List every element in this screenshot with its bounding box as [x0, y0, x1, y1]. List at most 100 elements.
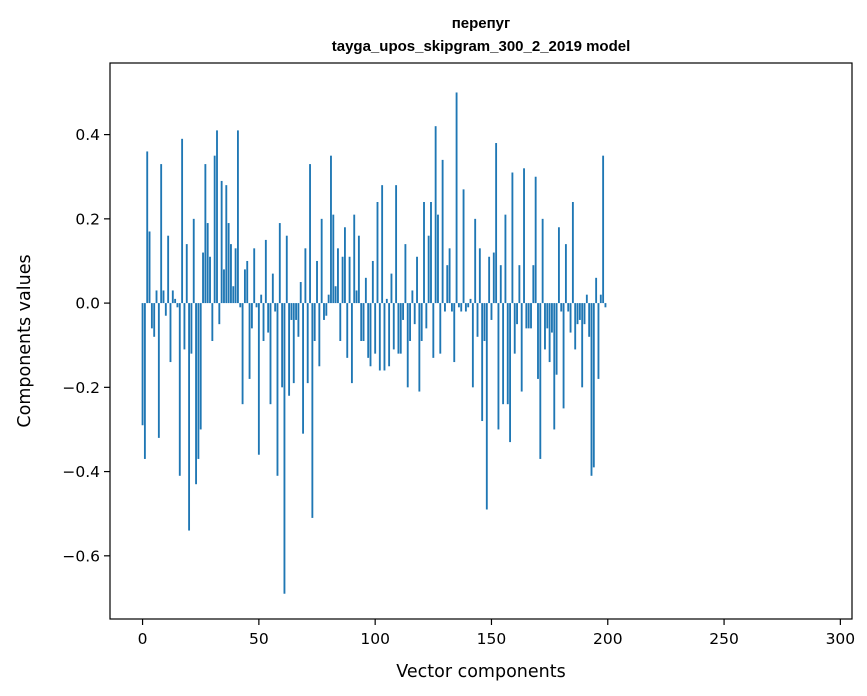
bar: [425, 303, 428, 329]
bar: [325, 303, 328, 316]
bar: [404, 244, 407, 304]
bar: [339, 303, 342, 341]
bar: [344, 227, 346, 304]
bar: [276, 303, 279, 476]
plot-frame: [109, 62, 853, 620]
bar: [211, 303, 214, 341]
bar: [260, 294, 263, 304]
bar: [199, 303, 202, 430]
bar: [553, 303, 556, 430]
bar: [185, 244, 188, 304]
bar: [155, 290, 158, 304]
bar: [390, 273, 393, 304]
bar: [218, 303, 221, 325]
bar: [346, 303, 349, 358]
bar: [288, 303, 291, 396]
bar: [395, 185, 398, 304]
bar: [411, 290, 414, 304]
bar: [174, 298, 177, 304]
bar: [206, 223, 209, 304]
x-tick-label: 250: [709, 630, 739, 648]
bar: [306, 303, 309, 384]
bar: [253, 248, 256, 304]
bar: [423, 202, 425, 304]
bar: [334, 286, 337, 304]
bar: [597, 303, 600, 379]
bar: [560, 303, 563, 312]
bar: [374, 303, 377, 354]
bar: [262, 303, 265, 341]
bar: [316, 260, 318, 304]
bar: [583, 303, 586, 325]
chart-title: перепуг: [452, 15, 511, 32]
bar: [209, 256, 211, 304]
bar: [350, 303, 353, 384]
bar: [188, 303, 191, 531]
bar: [304, 248, 307, 304]
bar: [481, 303, 484, 422]
bar: [567, 303, 570, 312]
bar: [376, 202, 379, 304]
bar: [148, 231, 151, 304]
bar: [360, 303, 363, 341]
bar: [555, 303, 558, 375]
bar: [195, 303, 197, 485]
bar: [146, 151, 149, 304]
bar: [234, 248, 237, 304]
bar: [169, 303, 172, 363]
bar: [432, 303, 435, 358]
bar: [595, 277, 598, 304]
bar: [385, 298, 388, 304]
bar: [285, 235, 288, 304]
bar: [539, 303, 542, 459]
bar: [392, 303, 395, 350]
bar: [569, 303, 572, 333]
bar: [478, 248, 481, 304]
bar: [576, 303, 579, 325]
bar: [271, 273, 274, 304]
y-axis: −0.6 −0.4 −0.2 0.0 0.2 0.4: [62, 126, 110, 565]
bar: [243, 269, 246, 304]
bar: [160, 164, 163, 304]
bar: [592, 303, 595, 468]
bar: [267, 303, 270, 333]
bar: [299, 282, 302, 304]
bar: [409, 303, 411, 341]
bar: [460, 303, 463, 312]
bar: [362, 303, 365, 341]
bar: [183, 303, 186, 350]
y-tick-label: −0.4: [62, 463, 100, 481]
bar: [399, 303, 402, 354]
bar: [313, 303, 316, 341]
bar: [355, 290, 358, 304]
bar: [511, 172, 514, 304]
y-tick-label: −0.2: [62, 379, 100, 397]
bar: [590, 303, 593, 476]
bar: [402, 303, 405, 320]
bar: [455, 92, 458, 304]
x-tick-label: 200: [593, 630, 623, 648]
x-tick-label: 50: [249, 630, 269, 648]
bar: [202, 252, 204, 304]
bar: [318, 303, 321, 367]
bar: [544, 303, 546, 350]
bar: [250, 303, 253, 329]
x-tick-label: 100: [360, 630, 390, 648]
bar: [557, 227, 560, 304]
bar: [171, 290, 174, 304]
bar: [167, 235, 170, 304]
bar: [420, 303, 423, 341]
bar: [248, 303, 251, 379]
bar: [457, 303, 460, 308]
bar: [264, 239, 267, 304]
bar: [341, 256, 344, 304]
bar: [283, 303, 286, 594]
bar: [537, 303, 539, 379]
bar: [495, 143, 498, 304]
x-tick-label: 150: [477, 630, 507, 648]
y-tick-label: 0.4: [75, 126, 100, 144]
bar: [241, 303, 244, 405]
bar: [564, 244, 567, 304]
bar: [192, 218, 195, 304]
